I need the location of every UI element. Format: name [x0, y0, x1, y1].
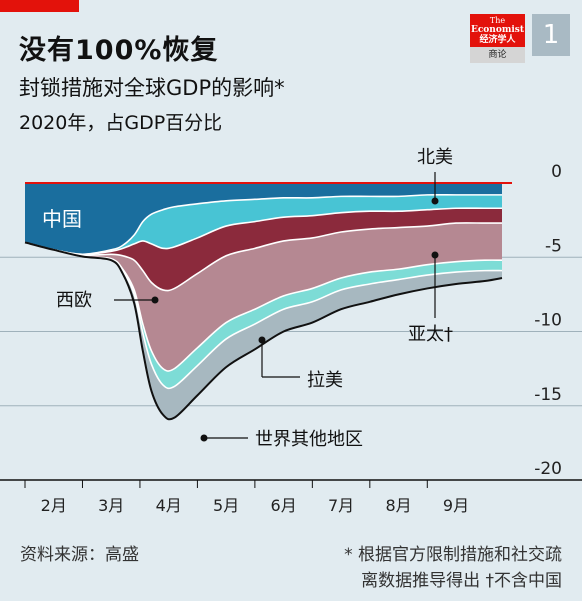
y-tick-label: -5: [545, 236, 562, 256]
logo-line3: 经济学人: [479, 34, 516, 45]
chart-title: 没有100%恢复: [19, 35, 219, 66]
label-dot: [431, 197, 439, 205]
brand-tab: [0, 0, 79, 12]
label-north-america: 北美: [417, 147, 453, 168]
x-tick-label: 8月: [385, 496, 411, 515]
label-latin-america: 拉美: [307, 370, 343, 391]
zero-line: [0, 182, 582, 481]
x-tick-label: 5月: [213, 496, 239, 515]
logo-sub: 商论: [470, 47, 525, 63]
label-western-europe: 西欧: [56, 290, 92, 311]
source-note: 资料来源：高盛: [20, 545, 139, 565]
boundary-line: [24, 222, 502, 292]
label-dot: [258, 336, 266, 344]
series-boundaries: [24, 193, 503, 421]
footnote-line1: * 根据官方限制措施和社交疏: [344, 545, 562, 565]
y-axis-ticks: 0 -5 -10 -15 -20: [534, 162, 562, 479]
logo-line1: The: [489, 16, 506, 25]
chart-unit-label: 2020年，占GDP百分比: [19, 112, 223, 134]
logo-line2: Economist: [470, 24, 525, 35]
boundary-line: [24, 207, 502, 256]
label-dot: [431, 251, 439, 259]
area-north-america: [25, 194, 502, 255]
label-dot: [200, 434, 208, 442]
y-tick-label: -20: [534, 459, 562, 479]
area-western-europe: [25, 208, 502, 291]
boundary-line: [24, 193, 502, 256]
y-tick-label: 0: [551, 162, 562, 182]
x-tick-label: 2月: [41, 496, 67, 515]
y-tick-label: -10: [534, 311, 562, 331]
label-china: 中国: [42, 207, 82, 231]
total-line: [24, 241, 503, 421]
area-rest-of-world: [25, 242, 502, 420]
x-tick-label: 4月: [156, 496, 182, 515]
x-tick-label: 7月: [328, 496, 354, 515]
x-tick-label: 3月: [98, 496, 124, 515]
area-asia-pacific: [25, 222, 502, 372]
y-tick-label: -15: [534, 385, 562, 405]
label-asia-pacific: 亚太†: [408, 324, 453, 345]
footnote-line2: 离数据推导得出 †不含中国: [361, 571, 562, 591]
area-series: [25, 183, 502, 420]
chart-number-badge: 1: [532, 14, 570, 56]
chart-subtitle: 封锁措施对全球GDP的影响*: [19, 76, 285, 100]
label-dot: [151, 296, 159, 304]
x-tick-label: 6月: [271, 496, 297, 515]
x-axis-ticks: 2月 3月 4月 5月 6月 7月 8月 9月: [24, 480, 469, 515]
label-rest-of-world: 世界其他地区: [255, 429, 363, 450]
x-tick-label: 9月: [443, 496, 469, 515]
area-latin-america: [25, 242, 502, 389]
area-china: [25, 183, 502, 255]
